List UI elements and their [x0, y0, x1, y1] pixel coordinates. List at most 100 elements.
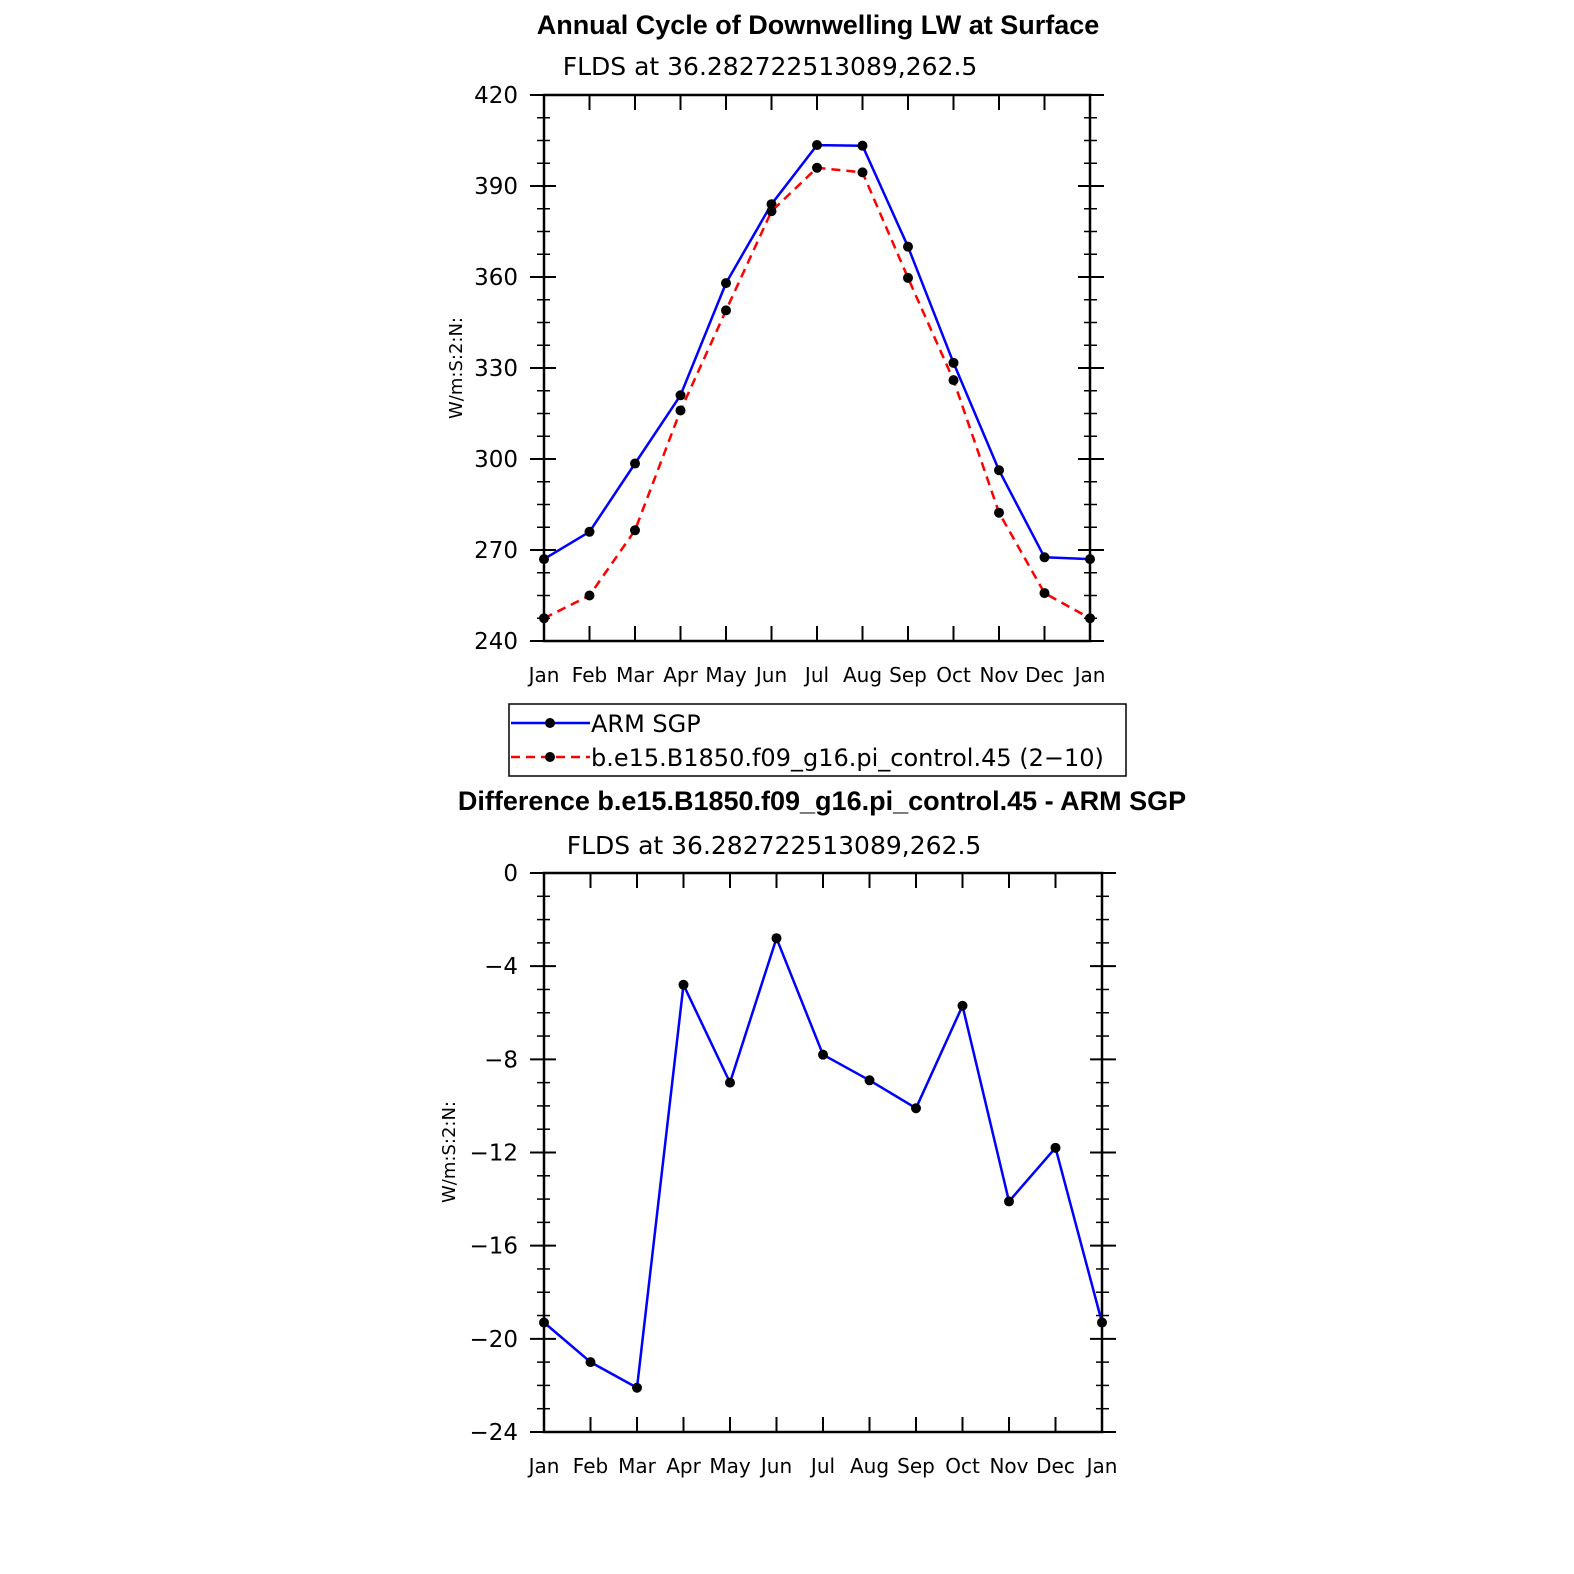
- y-tick-label: 0: [503, 861, 518, 887]
- legend: ARM SGP b.e15.B1850.f09_g16.pi_control.4…: [508, 703, 1127, 777]
- data-point: [864, 1075, 875, 1086]
- legend-marker-model: [545, 752, 555, 762]
- data-point: [1039, 588, 1050, 599]
- x-tick-label: Mar: [618, 1454, 657, 1478]
- y-tick-labels: −24 −20 −16 −12 −8 −4 0: [469, 861, 518, 1446]
- data-point: [1039, 552, 1050, 563]
- x-tick-label: Feb: [573, 1454, 608, 1478]
- y-tick-label: −24: [469, 1420, 518, 1446]
- y-tick-label: 300: [474, 447, 518, 473]
- x-tick-label: Oct: [936, 663, 971, 687]
- legend-marker-arm-sgp: [545, 718, 555, 728]
- y-axis-label: W/m:S:2:N:: [446, 317, 467, 419]
- x-tick-label: Dec: [1036, 1454, 1075, 1478]
- x-tick-label: Jan: [1073, 663, 1106, 687]
- data-point: [721, 305, 731, 316]
- chart-title: Annual Cycle of Downwelling LW at Surfac…: [537, 10, 1100, 40]
- data-point: [632, 1382, 642, 1393]
- data-point: [957, 1000, 968, 1011]
- y-tick-label: 390: [474, 174, 518, 200]
- legend-entry-model: b.e15.B1850.f09_g16.pi_control.45 (2−10): [591, 744, 1104, 772]
- data-point: [585, 1357, 596, 1368]
- x-tick-labels: Jan Feb Mar Apr May Jun Jul Aug Sep Oct Nov Dec Jan: [527, 1454, 1118, 1478]
- data-point: [903, 272, 913, 283]
- x-tick-label: Sep: [889, 663, 927, 687]
- series-line-0: [543, 143, 1091, 561]
- legend-box: [508, 703, 1127, 777]
- y-tick-label: 330: [474, 356, 518, 382]
- data-point: [857, 167, 868, 178]
- x-tick-label: Feb: [572, 663, 607, 687]
- data-point: [675, 405, 686, 416]
- x-tick-label: Jan: [1085, 1454, 1118, 1478]
- series-layer: [539, 140, 1095, 624]
- x-tick-label: Sep: [897, 1454, 935, 1478]
- data-point: [766, 199, 777, 210]
- y-tick-label: −8: [484, 1047, 518, 1073]
- data-point: [911, 1103, 921, 1114]
- y-tick-label: −20: [469, 1327, 518, 1353]
- data-point: [994, 465, 1004, 476]
- data-point: [903, 241, 913, 252]
- chart-subtitle: FLDS at 36.282722513089,262.5: [563, 52, 978, 81]
- data-point: [584, 526, 595, 537]
- x-tick-labels: Jan Feb Mar Apr May Jun Jul Aug Sep Oct Nov Dec Jan: [527, 663, 1106, 687]
- chart-title: Difference b.e15.B1850.f09_g16.pi_contro…: [458, 786, 1186, 816]
- x-tick-label: Aug: [850, 1454, 889, 1478]
- series-line-0: [543, 936, 1104, 1389]
- x-tick-label: May: [705, 663, 747, 687]
- annual-cycle-chart: Annual Cycle of Downwelling LW at Surfac…: [446, 10, 1105, 687]
- chart-subtitle: FLDS at 36.282722513089,262.5: [567, 831, 982, 860]
- y-tick-label: 270: [474, 538, 518, 564]
- data-point: [721, 278, 731, 289]
- y-tick-label: 360: [474, 265, 518, 291]
- data-point: [818, 1049, 828, 1060]
- data-point: [630, 525, 640, 536]
- plot-frame: [542, 871, 1104, 1434]
- y-tick-labels: 240 270 300 330 360 390 420: [474, 83, 518, 655]
- data-point: [812, 162, 822, 173]
- data-point: [725, 1077, 735, 1088]
- y-tick-label: −16: [469, 1234, 518, 1260]
- x-tick-label: Aug: [843, 663, 882, 687]
- data-point: [771, 933, 782, 944]
- x-tick-label: Mar: [616, 663, 655, 687]
- axis-ticks: [530, 872, 1116, 1433]
- y-tick-label: −12: [469, 1141, 518, 1167]
- x-tick-label: Jun: [759, 1454, 792, 1478]
- x-tick-label: Jan: [527, 663, 560, 687]
- x-tick-label: Nov: [979, 663, 1018, 687]
- y-tick-label: 420: [474, 83, 518, 109]
- x-tick-label: Jan: [527, 1454, 560, 1478]
- x-tick-label: Apr: [666, 1454, 701, 1478]
- x-tick-label: Jul: [809, 1454, 835, 1478]
- data-point: [857, 140, 868, 151]
- data-point: [948, 357, 959, 368]
- data-point: [766, 206, 777, 217]
- difference-chart: Difference b.e15.B1850.f09_g16.pi_contro…: [439, 786, 1186, 1478]
- data-point: [948, 375, 959, 386]
- x-tick-label: Jul: [803, 663, 829, 687]
- data-point: [994, 507, 1004, 518]
- series-layer: [539, 933, 1107, 1393]
- plot-frame: [542, 93, 1092, 643]
- data-point: [1050, 1142, 1061, 1153]
- y-tick-label: −4: [484, 954, 518, 980]
- x-tick-label: Oct: [945, 1454, 980, 1478]
- data-point: [1004, 1196, 1014, 1207]
- x-tick-label: Nov: [989, 1454, 1028, 1478]
- x-tick-label: Jun: [754, 663, 787, 687]
- data-point: [584, 590, 595, 601]
- data-point: [812, 140, 822, 151]
- data-point: [630, 458, 640, 469]
- legend-entry-arm-sgp: ARM SGP: [591, 710, 701, 738]
- x-tick-label: Apr: [663, 663, 698, 687]
- y-axis-label: W/m:S:2:N:: [439, 1101, 460, 1203]
- series-line-1: [543, 166, 1091, 620]
- y-tick-label: 240: [474, 629, 518, 655]
- data-point: [675, 390, 686, 401]
- x-tick-label: Dec: [1025, 663, 1064, 687]
- x-tick-label: May: [709, 1454, 751, 1478]
- data-point: [678, 979, 689, 990]
